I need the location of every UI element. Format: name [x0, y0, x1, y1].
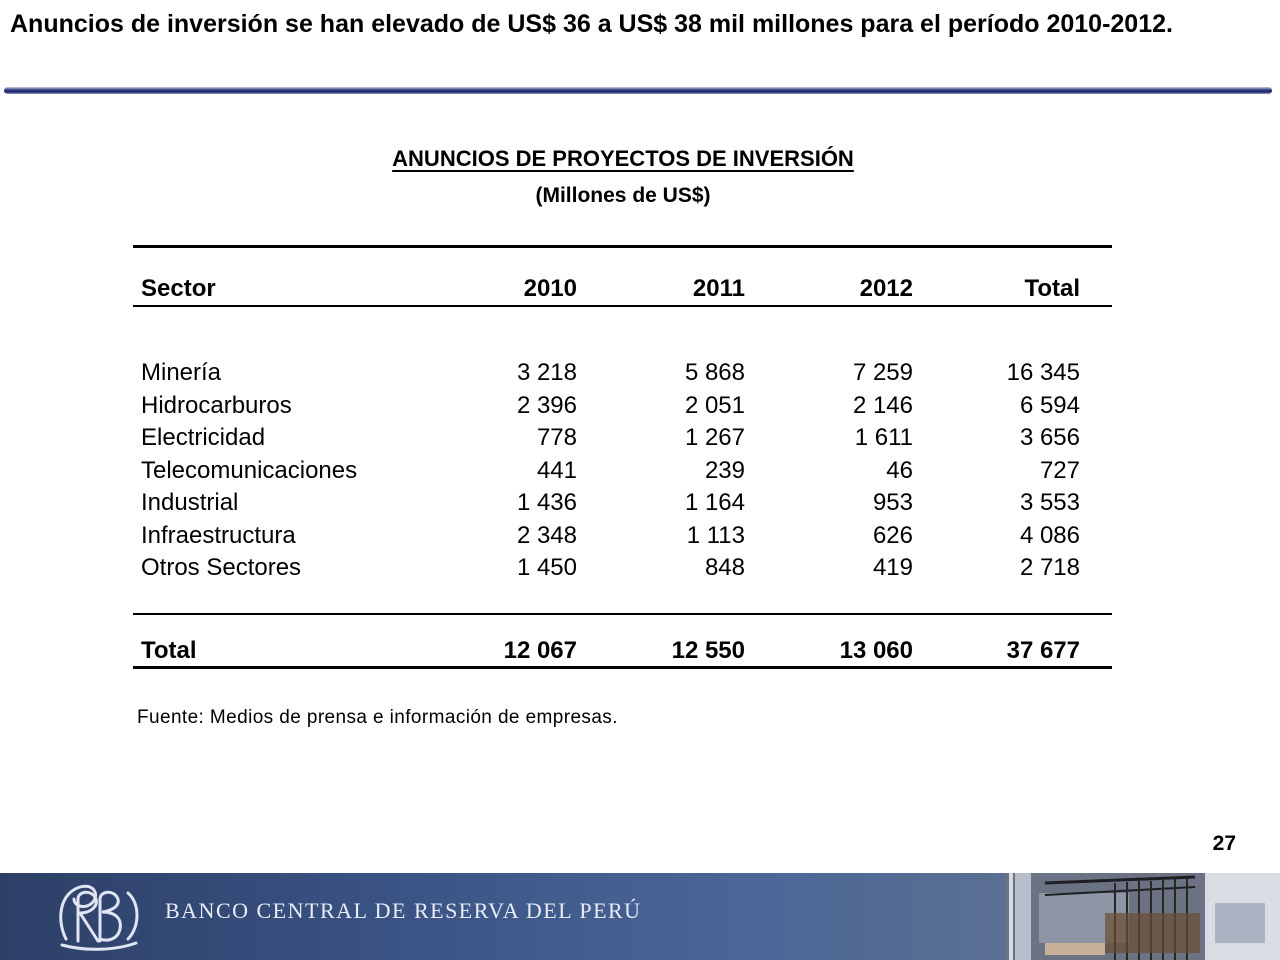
table-top-rule — [133, 245, 1112, 248]
table-total-row: Total 12 067 12 550 13 060 37 677 — [133, 635, 1112, 667]
header-cell-total: Total — [1024, 275, 1080, 302]
cell-total: 3 656 — [1019, 424, 1080, 451]
total-cell-total: 37 677 — [1006, 637, 1080, 664]
cell-2012: 1 611 — [854, 424, 913, 451]
cell-2012: 7 259 — [852, 359, 913, 386]
cell-2011: 848 — [704, 554, 745, 581]
cell-total: 727 — [1039, 456, 1080, 484]
cell-2012: 419 — [872, 554, 913, 581]
bank-name: BANCO CENTRAL DE RESERVA DEL PERÚ — [165, 898, 642, 923]
cell-sector: Otros Sectores — [141, 554, 302, 581]
table-header-row: Sector 2010 2011 2012 Total — [133, 273, 1112, 305]
table-subtitle: (Millones de US$) — [535, 184, 711, 207]
table-row: Infraestructura 2 348 1 113 626 4 086 — [133, 520, 1112, 552]
table-row: Minería 3 218 5 868 7 259 16 345 — [133, 357, 1112, 389]
cell-2012: 46 — [886, 456, 913, 484]
header-cell-2010: 2010 — [523, 275, 577, 302]
cell-2012: 2 146 — [852, 391, 913, 419]
cell-total: 4 086 — [1019, 521, 1080, 549]
cell-2010: 778 — [536, 424, 577, 451]
header-cell-2012: 2012 — [859, 275, 913, 302]
cell-total: 3 553 — [1019, 489, 1080, 516]
page-number: 27 — [1212, 832, 1236, 855]
cell-sector: Electricidad — [141, 424, 266, 451]
bcrp-monogram-logo-icon — [59, 884, 139, 951]
total-cell-2012: 13 060 — [839, 637, 913, 664]
cell-2010: 3 218 — [516, 359, 577, 386]
table-row: Telecomunicaciones 441 239 46 727 — [133, 455, 1112, 487]
cell-total: 16 345 — [1006, 359, 1080, 386]
cell-2010: 2 396 — [516, 391, 577, 419]
cell-2010: 1 450 — [516, 554, 577, 581]
table-row: Industrial 1 436 1 164 953 3 553 — [133, 487, 1112, 519]
header-cell-2011: 2011 — [692, 275, 745, 302]
slide-title: Anuncios de inversión se han elevado de … — [10, 10, 1173, 38]
table-bottom-rule — [133, 666, 1112, 669]
cell-2011: 1 267 — [684, 424, 745, 451]
total-cell-label: Total — [141, 637, 197, 664]
table-row: Hidrocarburos 2 396 2 051 2 146 6 594 — [133, 390, 1112, 422]
table-row: Otros Sectores 1 450 848 419 2 718 — [133, 552, 1112, 584]
cell-sector: Infraestructura — [141, 521, 296, 549]
cell-sector: Minería — [141, 359, 222, 386]
cell-2010: 1 436 — [516, 489, 577, 516]
cell-sector: Industrial — [141, 489, 239, 516]
table-total-rule — [133, 613, 1112, 615]
cell-2012: 626 — [872, 521, 913, 549]
footer-banner: BANCO CENTRAL DE RESERVA DEL PERÚ — [0, 873, 1280, 960]
header-cell-sector: Sector — [141, 275, 216, 302]
cell-2010: 441 — [536, 456, 577, 484]
title-divider — [4, 87, 1272, 94]
cell-total: 2 718 — [1019, 554, 1080, 581]
cell-2011: 2 051 — [684, 391, 745, 419]
cell-2011: 1 164 — [684, 489, 745, 516]
cell-2010: 2 348 — [516, 521, 577, 549]
cell-2011: 5 868 — [684, 359, 745, 386]
cell-2011: 239 — [704, 456, 745, 484]
total-cell-2010: 12 067 — [503, 637, 577, 664]
cell-sector: Hidrocarburos — [141, 391, 292, 419]
total-cell-2011: 12 550 — [671, 637, 745, 664]
source-note: Fuente: Medios de prensa e información d… — [137, 707, 618, 728]
cell-2011: 1 113 — [686, 521, 745, 549]
cell-2012: 953 — [872, 489, 913, 516]
table-row: Electricidad 778 1 267 1 611 3 656 — [133, 422, 1112, 454]
building-interior-photo-icon — [1005, 873, 1280, 960]
table-header-rule — [133, 305, 1112, 307]
cell-total: 6 594 — [1019, 391, 1080, 419]
table-title: ANUNCIOS DE PROYECTOS DE INVERSIÓN — [392, 146, 854, 171]
cell-sector: Telecomunicaciones — [141, 456, 358, 484]
